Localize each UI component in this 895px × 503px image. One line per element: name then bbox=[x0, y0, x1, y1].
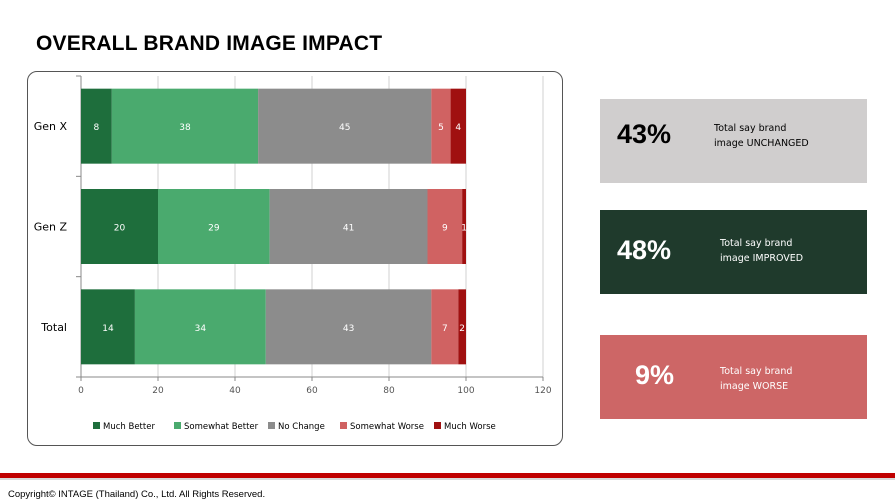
legend-swatch bbox=[93, 422, 100, 429]
category-label: Gen Z bbox=[34, 221, 68, 234]
data-label: 4 bbox=[455, 123, 461, 133]
legend-label: Somewhat Better bbox=[184, 422, 259, 432]
x-tick-label: 120 bbox=[534, 386, 551, 396]
data-label: 38 bbox=[179, 123, 191, 133]
kpi-worse-card: 9% Total say brand image WORSE bbox=[600, 335, 867, 419]
kpi-worse-value: 9% bbox=[635, 360, 675, 390]
data-label: 20 bbox=[114, 224, 126, 234]
bar-segment bbox=[458, 289, 466, 365]
kpi-unchanged-card: 43% Total say brand image UNCHANGED bbox=[600, 99, 867, 183]
kpi-improved-card: 48% Total say brand image IMPROVED bbox=[600, 210, 867, 294]
data-label: 14 bbox=[102, 324, 114, 334]
data-label: 34 bbox=[195, 324, 207, 334]
x-tick-label: 80 bbox=[383, 386, 395, 396]
bar-segment bbox=[81, 88, 112, 164]
data-label: 43 bbox=[343, 324, 354, 334]
kpi-improved-label-line2: image IMPROVED bbox=[720, 253, 804, 264]
bar-segment bbox=[81, 289, 135, 365]
kpi-worse-label-line1: Total say brand bbox=[720, 366, 793, 377]
x-tick-label: 100 bbox=[457, 386, 474, 396]
x-tick-label: 20 bbox=[152, 386, 164, 396]
bar-segment bbox=[258, 88, 432, 164]
kpi-worse-label-line2: image WORSE bbox=[720, 381, 789, 392]
bar-segment bbox=[265, 289, 432, 365]
footer-red-bar bbox=[0, 473, 895, 478]
legend-label: Much Better bbox=[103, 422, 155, 432]
x-tick-label: 0 bbox=[78, 386, 84, 396]
category-label: Total bbox=[40, 321, 67, 334]
data-label: 45 bbox=[339, 123, 350, 133]
bar-segment bbox=[462, 189, 466, 264]
legend-swatch bbox=[340, 422, 347, 429]
data-label: 5 bbox=[438, 123, 444, 133]
legend-label: Somewhat Worse bbox=[350, 422, 424, 432]
bar-segment bbox=[427, 189, 463, 264]
data-label: 41 bbox=[343, 224, 354, 234]
bar-segment bbox=[450, 88, 466, 164]
legend-swatch bbox=[174, 422, 181, 429]
stacked-bar-chart: 0 20 40 60 80 100 120 Gen X 8 38 45 5 4 Gen Z 20 29 41 9 1… bbox=[34, 75, 552, 432]
data-label: 7 bbox=[442, 324, 448, 334]
copyright-text: Copyright© INTAGE (Thailand) Co., Ltd. A… bbox=[8, 489, 266, 500]
data-label: 9 bbox=[442, 224, 448, 234]
category-label: Gen X bbox=[34, 120, 68, 133]
bar-segment bbox=[111, 88, 259, 164]
legend-swatch bbox=[434, 422, 441, 429]
kpi-improved-label-line1: Total say brand bbox=[720, 238, 793, 249]
footer-gray-bar bbox=[0, 478, 895, 480]
kpi-unchanged-value: 43% bbox=[617, 119, 672, 149]
page-title: OVERALL BRAND IMAGE IMPACT bbox=[36, 32, 383, 55]
bar-segment bbox=[158, 189, 270, 264]
data-label: 8 bbox=[94, 123, 100, 133]
x-tick-label: 40 bbox=[229, 386, 241, 396]
bar-segment bbox=[134, 289, 266, 365]
bar-segment bbox=[431, 88, 451, 164]
bar-segment bbox=[81, 189, 158, 264]
bar-segment bbox=[431, 289, 459, 365]
data-label: 1 bbox=[461, 224, 467, 234]
kpi-improved-value: 48% bbox=[617, 235, 672, 265]
data-label: 29 bbox=[208, 224, 220, 234]
legend-label: Much Worse bbox=[444, 422, 496, 432]
legend-label: No Change bbox=[278, 422, 325, 432]
chart-frame: 0 20 40 60 80 100 120 Gen X 8 38 45 5 4 Gen Z 20 29 41 9 1… bbox=[27, 71, 563, 446]
legend-swatch bbox=[268, 422, 275, 429]
kpi-unchanged-label-line1: Total say brand bbox=[714, 123, 787, 134]
kpi-unchanged-label-line2: image UNCHANGED bbox=[714, 138, 809, 149]
data-label: 2 bbox=[459, 324, 465, 334]
bar-segment bbox=[269, 189, 428, 264]
x-tick-label: 60 bbox=[306, 386, 318, 396]
